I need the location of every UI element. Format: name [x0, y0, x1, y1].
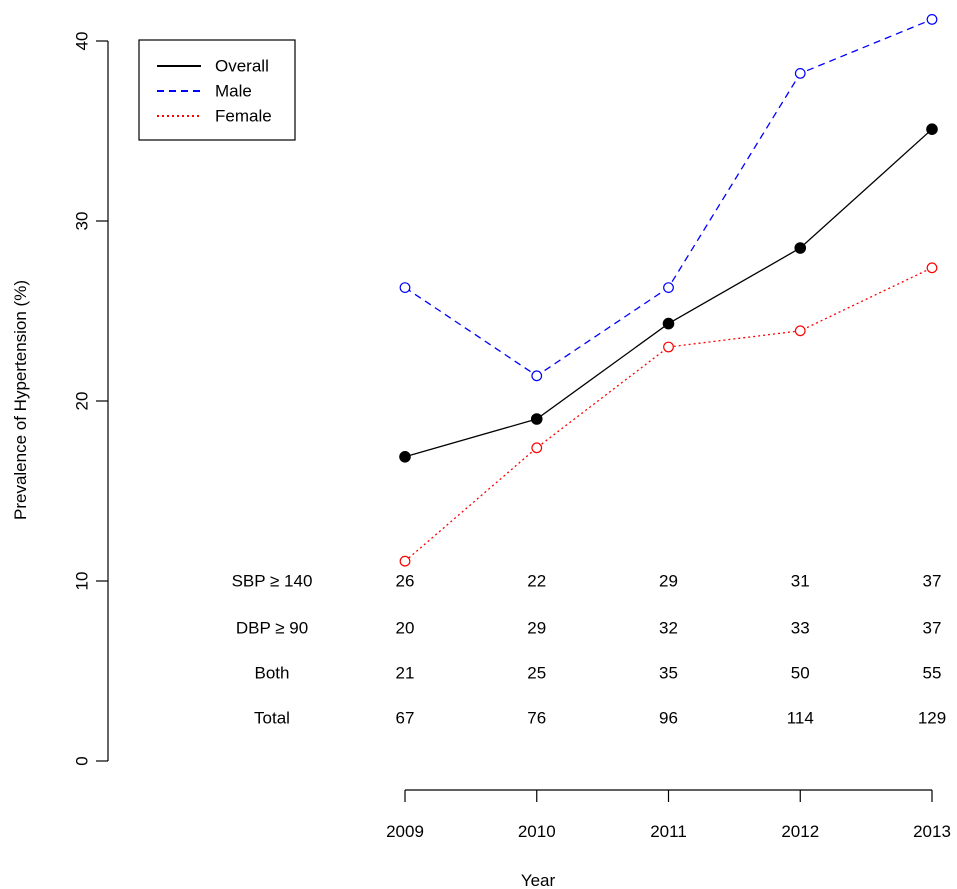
table-cell: 29: [527, 619, 546, 638]
x-tick-label: 2010: [518, 822, 556, 841]
y-tick-label: 0: [73, 756, 92, 765]
table-row-label: Both: [255, 664, 290, 683]
x-tick-label: 2012: [781, 822, 819, 841]
table-cell: 96: [659, 709, 678, 728]
table-cell: 35: [659, 664, 678, 683]
series-line-female: [404, 267, 933, 562]
point-overall-2010: [530, 413, 543, 425]
y-axis-label: Prevalence of Hypertension (%): [11, 280, 30, 520]
table-cell: 55: [923, 664, 942, 683]
point-female-2013: [926, 262, 938, 274]
legend-label-male: Male: [215, 82, 252, 101]
y-tick-label: 40: [73, 32, 92, 51]
point-male-2009: [399, 282, 411, 294]
table-row-label: DBP ≥ 90: [236, 619, 308, 638]
y-tick-label: 30: [73, 212, 92, 231]
point-overall-2011: [662, 317, 675, 330]
table-cell: 22: [527, 572, 546, 591]
table-cell: 114: [787, 709, 814, 728]
y-axis: 0 10 20 30 40: [73, 32, 109, 766]
point-male-2012: [794, 67, 806, 79]
legend-box: [138, 39, 296, 141]
x-tick-label: 2011: [650, 822, 687, 841]
table-cell: 29: [659, 572, 678, 591]
y-tick-label: 10: [73, 572, 92, 591]
table-row-label: Total: [254, 709, 290, 728]
data-table: SBP ≥ 140 26 22 29 31 37 DBP ≥ 90 20 29 32 33 37 Bot…: [232, 572, 947, 728]
point-male-2010: [531, 370, 543, 382]
table-cell: 31: [791, 572, 810, 591]
x-tick-label: 2013: [913, 822, 951, 841]
legend-label-overall: Overall: [215, 57, 269, 76]
series-points: [399, 13, 938, 567]
table-cell: 32: [659, 619, 678, 638]
table-cell: 50: [791, 664, 810, 683]
table-cell: 37: [923, 572, 942, 591]
table-cell: 20: [396, 619, 415, 638]
table-row-label: SBP ≥ 140: [232, 572, 313, 591]
point-male-2013: [926, 13, 938, 25]
point-female-2009: [399, 555, 411, 567]
table-cell: 25: [527, 664, 546, 683]
x-axis-label: Year: [521, 871, 556, 889]
table-cell: 67: [396, 709, 415, 728]
x-axis: 2009 2010 2011 2012 2013: [386, 789, 951, 841]
point-overall-2009: [399, 450, 411, 463]
point-overall-2013: [926, 123, 938, 135]
point-female-2012: [794, 325, 806, 337]
table-cell: 33: [791, 619, 810, 638]
table-cell: 129: [918, 709, 946, 728]
point-overall-2012: [794, 242, 807, 254]
table-cell: 21: [396, 664, 415, 683]
x-tick-label: 2009: [386, 822, 424, 841]
table-cell: 37: [923, 619, 942, 638]
legend: Overall Male Female: [138, 39, 296, 141]
point-female-2010: [531, 442, 543, 454]
table-cell: 76: [527, 709, 546, 728]
y-tick-label: 20: [73, 392, 92, 411]
point-male-2011: [663, 282, 674, 294]
legend-label-female: Female: [215, 107, 272, 126]
point-female-2011: [663, 341, 674, 353]
table-cell: 26: [396, 572, 415, 591]
